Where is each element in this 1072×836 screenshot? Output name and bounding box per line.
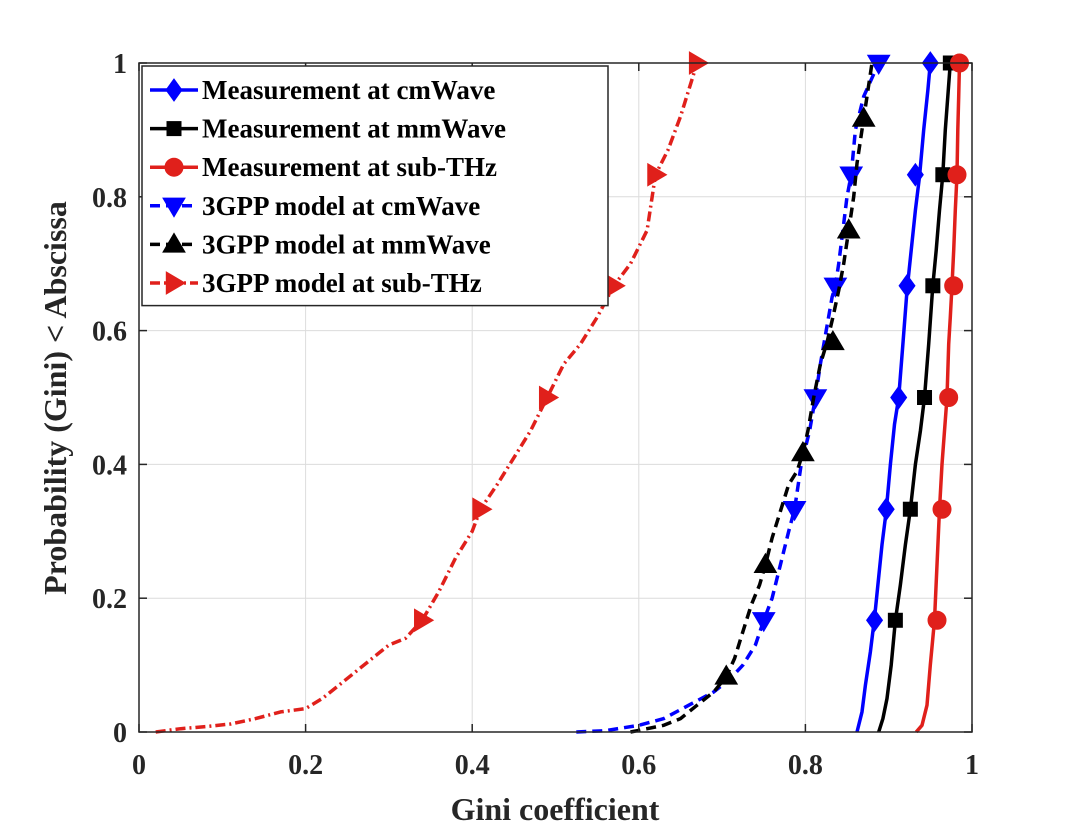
data-point-marker [898,273,916,298]
x-tick-label: 0.2 [288,750,323,781]
legend-marker [164,157,184,177]
data-point-marker [753,552,778,573]
y-tick-label: 0.4 [92,450,127,481]
x-tick-label: 1 [965,750,979,781]
y-axis-label: Probability (Gini) < Abscissa [37,201,73,595]
data-point-marker [925,278,941,294]
data-point-marker [866,608,884,633]
data-point-marker [932,499,952,519]
legend-item: Measurement at cmWave [150,75,495,105]
legend-item: 3GPP model at cmWave [150,191,480,221]
data-point-marker [538,385,560,410]
y-tick-label: 0.8 [92,183,127,214]
y-tick-label: 1 [113,49,127,80]
data-point-marker [714,664,739,685]
axis-ticks: 0 0.2 0.4 0.6 0.8 1 0 0.2 0.4 0.6 0.8 1 [92,49,979,781]
data-point-marker [851,106,876,127]
y-tick-label: 0.2 [92,584,127,615]
data-point-marker [821,329,845,351]
legend-label: Measurement at mmWave [202,114,506,144]
legend-label: 3GPP model at sub-THz [202,268,482,298]
data-point-marker [939,388,959,407]
series-line [155,62,699,734]
data-point-marker [944,276,964,296]
series-3gpp-model-at-cmwave [576,54,891,734]
data-point-marker [866,54,891,75]
data-point-marker [791,441,815,462]
data-point-marker [751,612,776,633]
x-tick-label: 0.6 [621,750,656,781]
x-tick-label: 0 [132,750,146,781]
data-point-marker [472,497,493,522]
data-point-marker [414,608,435,633]
legend-label: Measurement at cmWave [202,75,495,105]
data-point-marker [836,218,861,239]
legend-label: Measurement at sub-THz [202,152,497,182]
x-tick-label: 0.4 [455,750,490,781]
legend-marker [162,197,186,218]
data-point-marker [917,390,933,405]
series-3gpp-model-at-sub-thz [155,51,710,734]
legend-item: 3GPP model at mmWave [150,229,491,259]
legend-marker [162,232,186,253]
y-tick-label: 0 [113,718,127,749]
data-point-marker [647,162,668,187]
data-point-marker [890,385,908,410]
series-3gpp-model-at-mmwave [630,62,876,734]
legend-marker [165,271,186,295]
series-line [630,62,874,734]
data-point-marker [782,501,807,522]
legend-label: 3GPP model at mmWave [202,229,491,259]
data-point-marker [902,501,918,517]
legend-item: Measurement at mmWave [150,114,506,144]
legend-item: Measurement at sub-THz [150,152,497,182]
legend-label: 3GPP model at cmWave [202,191,480,221]
x-tick-label: 0.8 [788,750,823,781]
data-point-marker [887,612,903,628]
series-line [576,62,881,734]
legend-marker [166,121,182,137]
plot-frame [138,62,973,733]
x-axis-label: Gini coefficient [451,791,660,827]
data-point-marker [906,162,924,187]
legend-marker [165,78,183,102]
data-point-marker [927,610,947,630]
series-measurement-at-mmwave [877,55,958,733]
legend: Measurement at cmWave Measurement at mmWa… [141,65,609,307]
y-tick-label: 0.6 [92,317,127,348]
legend-item: 3GPP model at sub-THz [150,268,482,298]
data-point-marker [947,165,967,185]
legend-box [141,65,609,307]
data-point-marker [803,389,828,410]
data-point-marker [877,497,895,522]
